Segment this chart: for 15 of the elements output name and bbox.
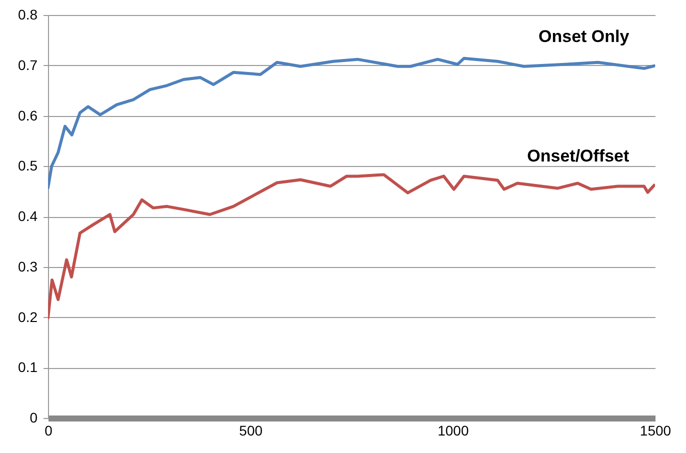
y-tick-label: 0.1 — [18, 359, 38, 376]
x-tick-label: 500 — [239, 422, 263, 438]
series-label: Onset Only — [538, 26, 630, 46]
y-tick-label: 0.7 — [18, 56, 38, 73]
y-tick-label: 0 — [30, 410, 38, 426]
x-tick-label: 0 — [44, 422, 53, 438]
y-tick-label: 0.5 — [18, 158, 38, 174]
x-tick-label: 1000 — [438, 422, 469, 438]
y-tick-label: 0.2 — [18, 308, 38, 325]
y-tick-label: 0.4 — [18, 208, 38, 224]
y-tick-label: 0.8 — [18, 6, 38, 22]
series-label: Onset/Offset — [527, 146, 630, 166]
y-tick-label: 0.6 — [18, 107, 38, 124]
y-tick-label: 0.3 — [18, 258, 38, 274]
x-tick-label: 1500 — [640, 422, 672, 438]
